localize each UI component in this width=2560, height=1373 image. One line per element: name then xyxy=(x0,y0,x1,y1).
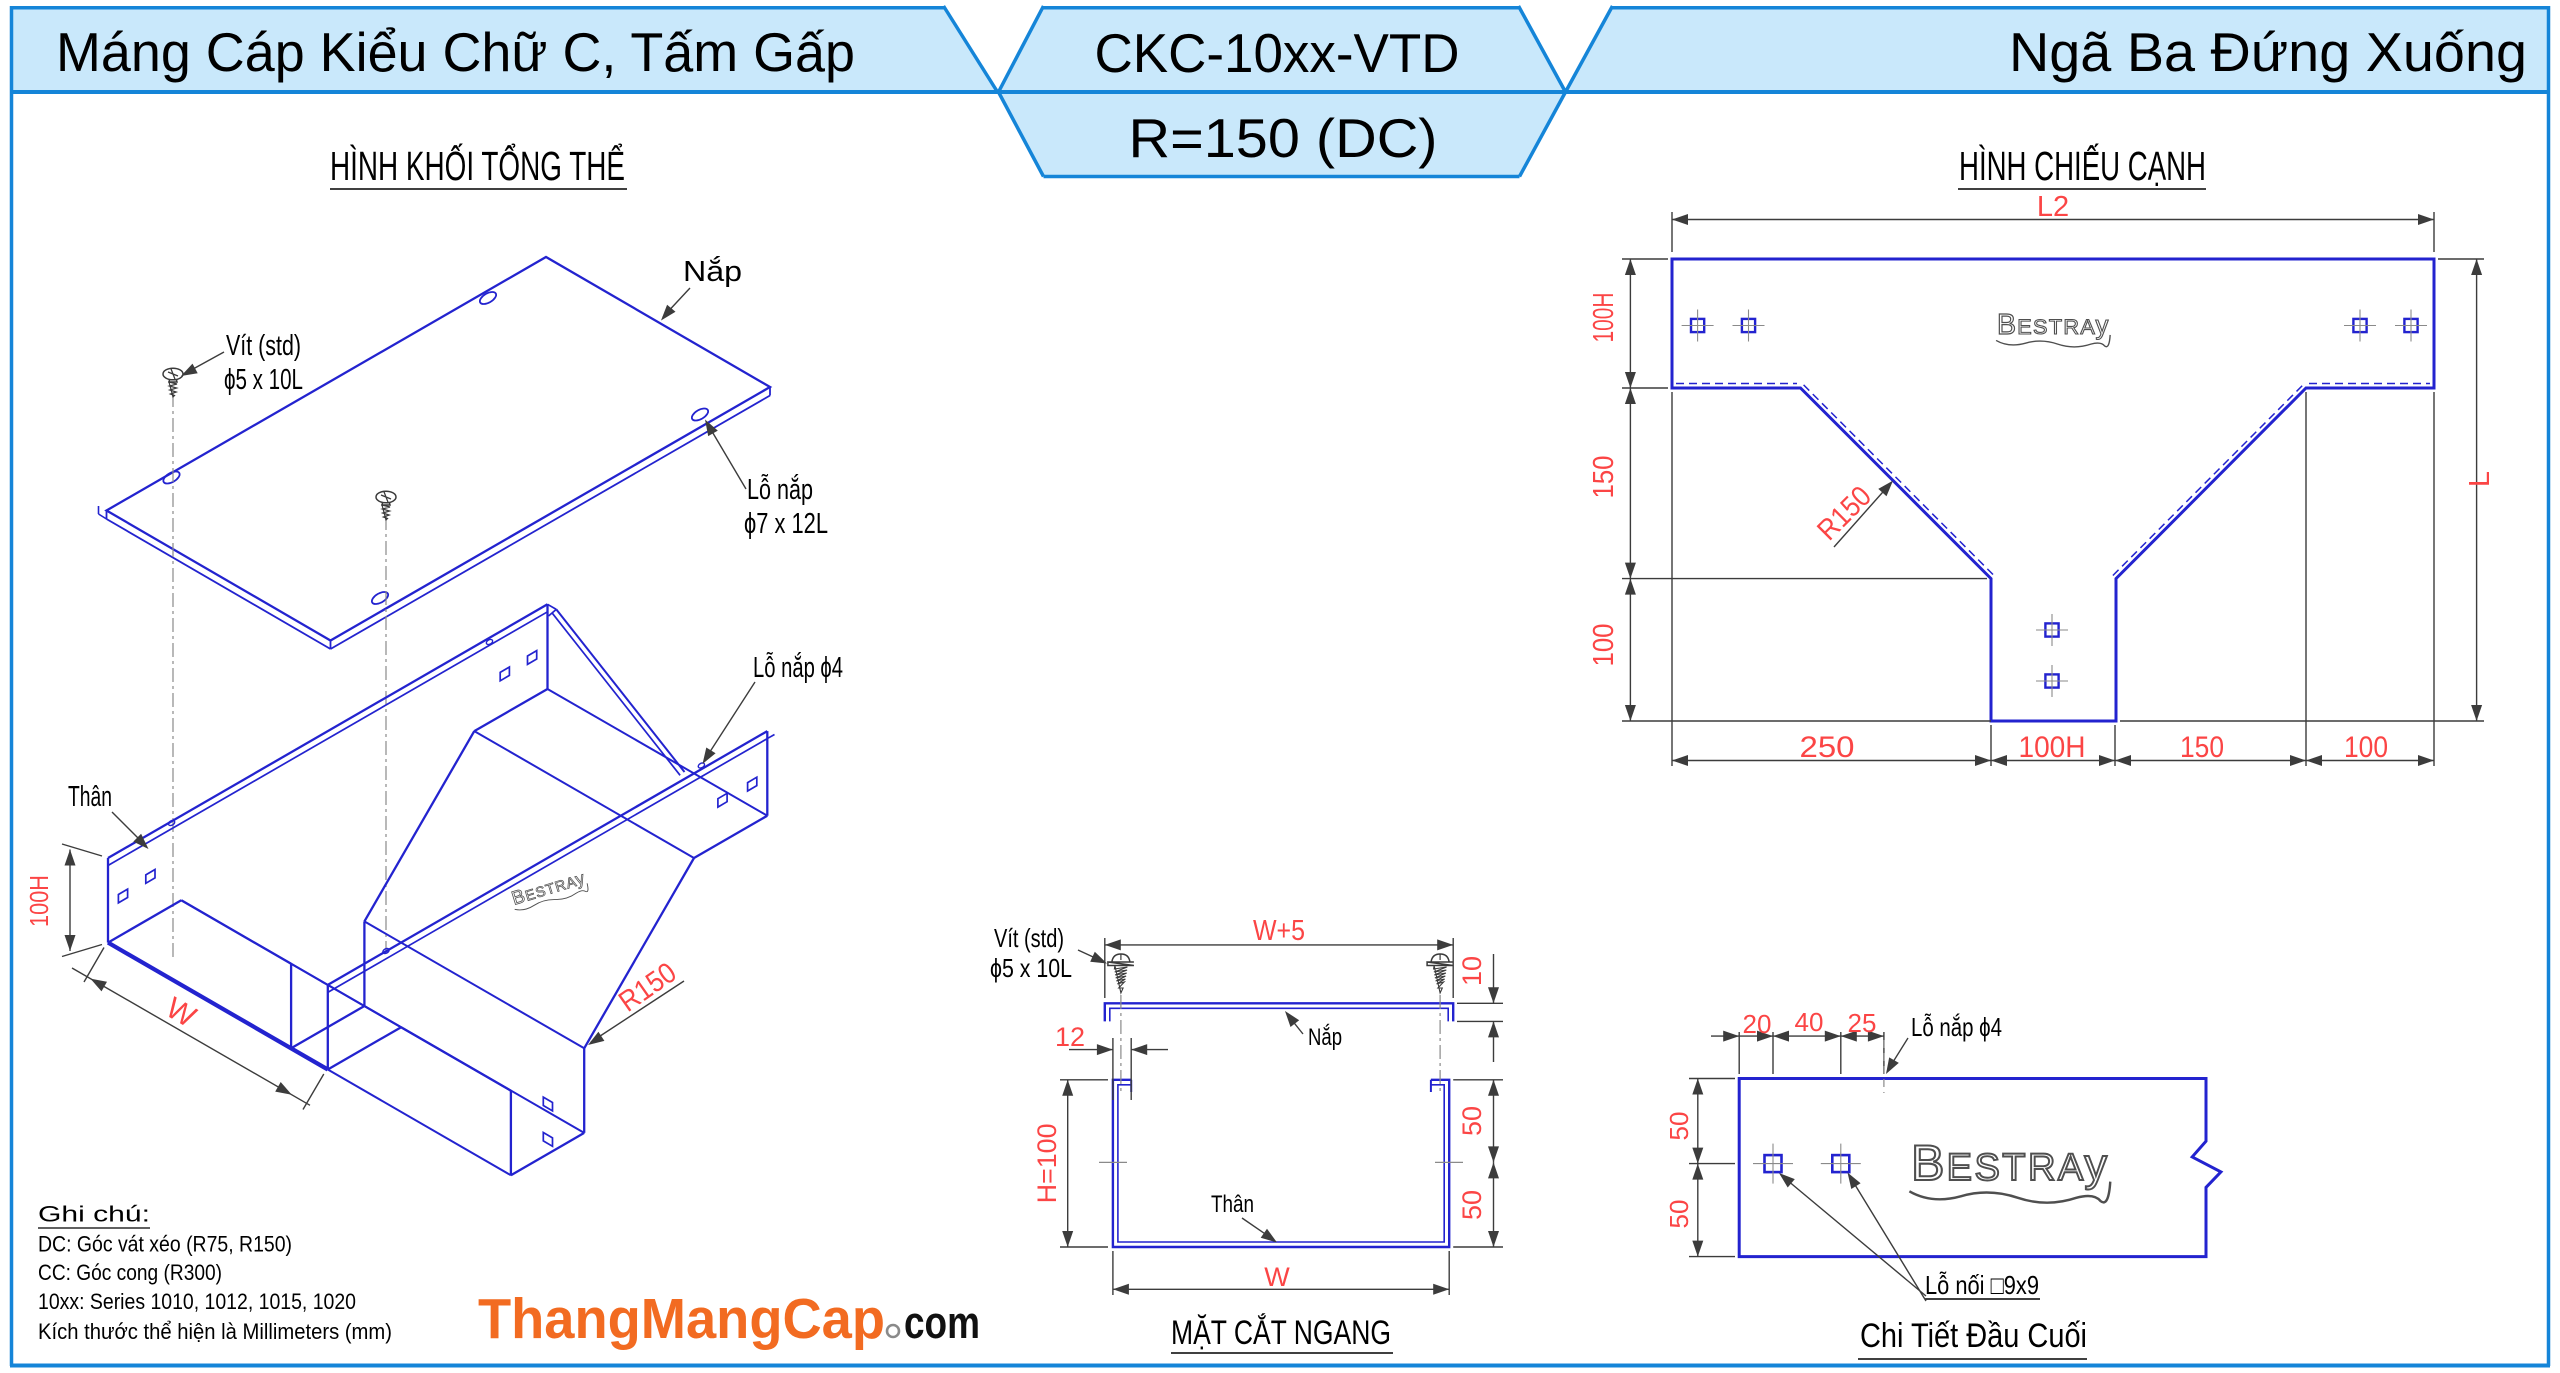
svg-text:Lỗ nắp: Lỗ nắp xyxy=(747,473,813,506)
svg-text:DC: Góc vát xéo (R75, R150): DC: Góc vát xéo (R75, R150) xyxy=(38,1231,292,1256)
svg-text:CKC-10xx-VTD: CKC-10xx-VTD xyxy=(1095,22,1460,84)
svg-text:10: 10 xyxy=(1457,956,1487,986)
svg-text:com: com xyxy=(904,1297,980,1348)
svg-text:W: W xyxy=(1264,1262,1290,1292)
svg-text:50: 50 xyxy=(1457,1106,1487,1136)
svg-text:H=100: H=100 xyxy=(1032,1123,1062,1203)
svg-text:Nắp: Nắp xyxy=(1308,1024,1342,1051)
svg-text:ESTRA: ESTRA xyxy=(1947,1147,2086,1189)
svg-text:CC: Góc cong (R300): CC: Góc cong (R300) xyxy=(38,1260,222,1285)
svg-text:ϕ7 x 12L: ϕ7 x 12L xyxy=(744,508,828,540)
svg-text:50: 50 xyxy=(1457,1190,1487,1220)
svg-text:20: 20 xyxy=(1743,1009,1772,1039)
svg-text:ESTRA: ESTRA xyxy=(524,874,580,905)
svg-text:100H: 100H xyxy=(1588,293,1620,343)
svg-text:100: 100 xyxy=(1588,624,1620,667)
svg-text:100H: 100H xyxy=(2019,731,2086,764)
svg-text:250: 250 xyxy=(1800,731,1855,764)
svg-text:HÌNH KHỐI TỔNG THỂ: HÌNH KHỐI TỔNG THỂ xyxy=(330,142,625,189)
svg-text:50: 50 xyxy=(1664,1200,1694,1229)
svg-text:L2: L2 xyxy=(2037,191,2069,223)
svg-text:B: B xyxy=(1911,1135,1945,1191)
svg-text:Thân: Thân xyxy=(1211,1191,1254,1218)
svg-text:12: 12 xyxy=(1055,1022,1085,1052)
svg-text:HÌNH CHIẾU CẠNH: HÌNH CHIẾU CẠNH xyxy=(1959,143,2206,189)
svg-text:Vít (std): Vít (std) xyxy=(226,330,301,362)
svg-text:25: 25 xyxy=(1848,1008,1877,1038)
svg-text:B: B xyxy=(509,886,527,910)
svg-text:Kích thước thể hiện là Millime: Kích thước thể hiện là Millimeters (mm) xyxy=(38,1319,392,1344)
svg-text:Lỗ nắp ϕ4: Lỗ nắp ϕ4 xyxy=(1911,1012,2002,1042)
svg-text:y: y xyxy=(2084,1139,2107,1190)
svg-text:ThangMangCap: ThangMangCap xyxy=(478,1287,885,1351)
svg-text:R=150 (DC): R=150 (DC) xyxy=(1129,107,1438,169)
svg-text:Vít (std): Vít (std) xyxy=(994,923,1064,953)
svg-text:Thân: Thân xyxy=(68,781,112,813)
svg-text:Lỗ nắp ϕ4: Lỗ nắp ϕ4 xyxy=(753,651,843,684)
svg-text:10xx: Series 1010, 1012, 1015,: 10xx: Series 1010, 1012, 1015, 1020 xyxy=(38,1289,356,1314)
svg-text:y: y xyxy=(2095,312,2108,340)
svg-text:MẶT CẮT NGANG: MẶT CẮT NGANG xyxy=(1171,1314,1391,1352)
svg-text:Chi Tiết Đầu Cuối: Chi Tiết Đầu Cuối xyxy=(1860,1317,2087,1355)
svg-text:ϕ5 x 10L: ϕ5 x 10L xyxy=(990,953,1072,983)
svg-text:R150: R150 xyxy=(1811,480,1877,546)
svg-text:150: 150 xyxy=(2180,731,2224,764)
svg-text:Ngã Ba Đứng Xuống: Ngã Ba Đứng Xuống xyxy=(2009,21,2527,83)
svg-text:Máng Cáp Kiểu Chữ C, Tấm Gấp: Máng Cáp Kiểu Chữ C, Tấm Gấp xyxy=(56,21,855,83)
svg-text:150: 150 xyxy=(1588,456,1620,499)
svg-text:Nắp: Nắp xyxy=(683,255,742,288)
svg-text:100H: 100H xyxy=(24,875,54,927)
svg-text:ESTRA: ESTRA xyxy=(2017,314,2096,339)
svg-text:R150: R150 xyxy=(613,957,682,1019)
svg-text:Lỗ nối □9x9: Lỗ nối □9x9 xyxy=(1925,1270,2039,1300)
svg-text:ϕ5 x 10L: ϕ5 x 10L xyxy=(224,364,303,396)
svg-text:L: L xyxy=(2464,471,2496,487)
svg-text:W+5: W+5 xyxy=(1253,915,1305,947)
svg-text:Ghi chú:: Ghi chú: xyxy=(38,1202,150,1227)
svg-text:100: 100 xyxy=(2344,731,2388,764)
svg-text:40: 40 xyxy=(1795,1007,1824,1037)
svg-text:B: B xyxy=(1997,309,2016,341)
svg-text:50: 50 xyxy=(1664,1112,1694,1141)
svg-text:W: W xyxy=(160,991,202,1034)
